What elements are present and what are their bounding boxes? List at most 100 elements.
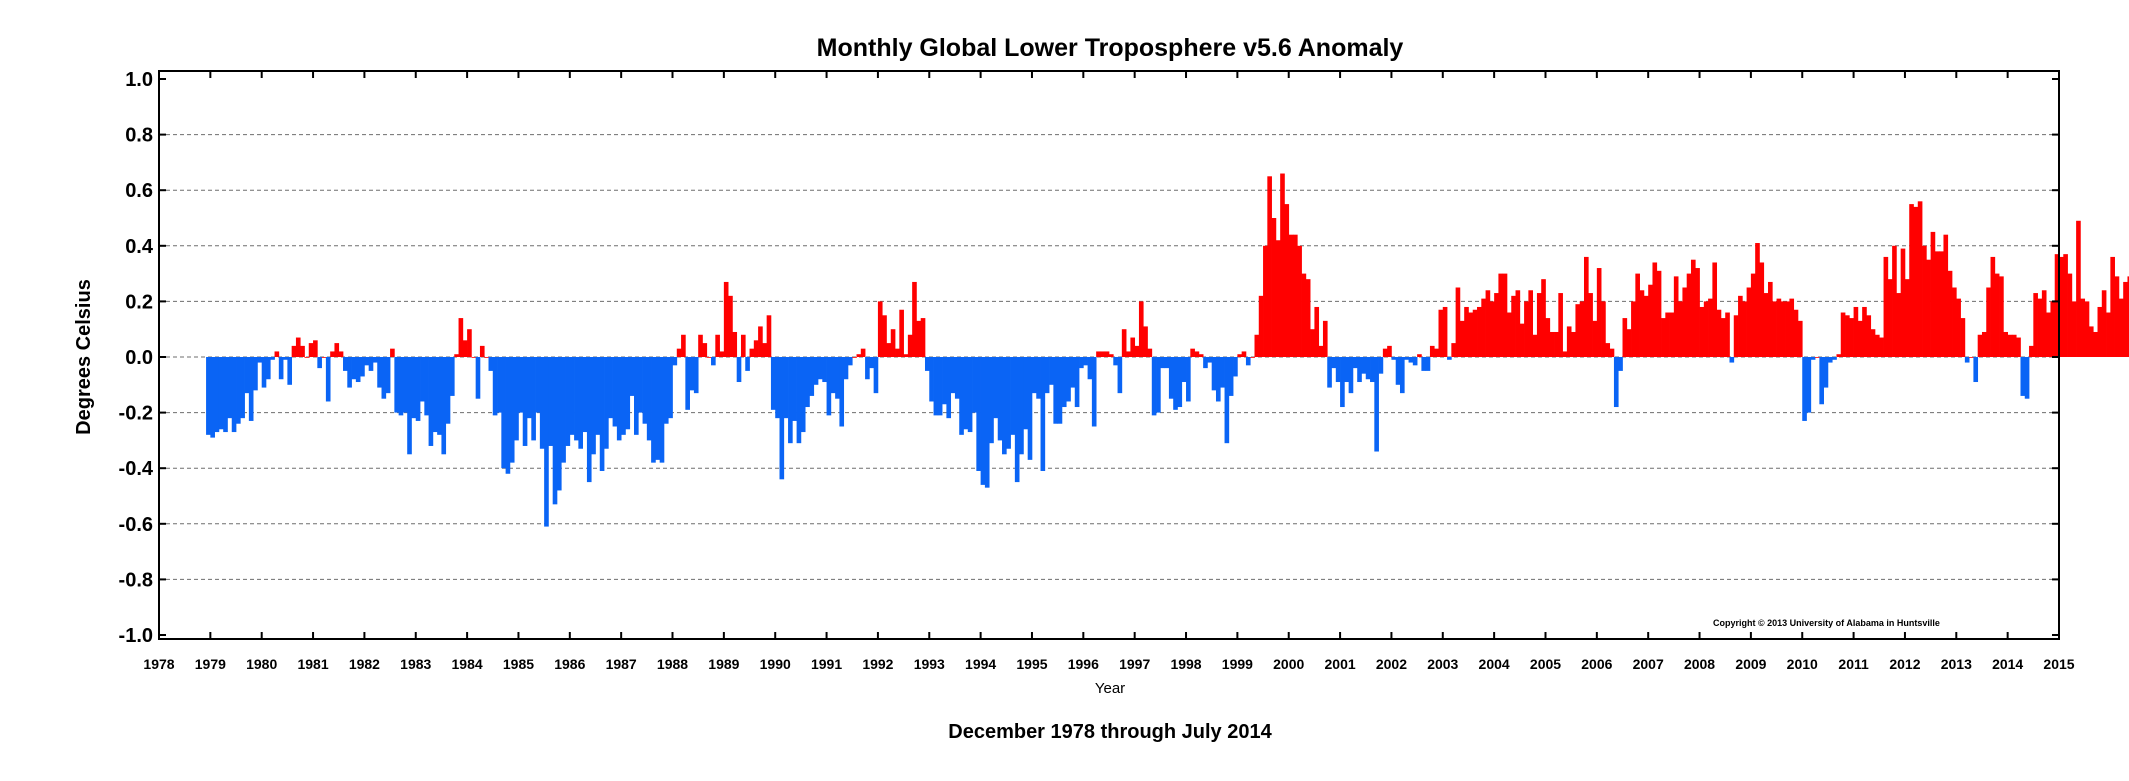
anomaly-bar [779,357,785,480]
anomaly-bar [1451,343,1456,357]
anomaly-bar [556,357,562,491]
anomaly-bar [2041,290,2047,357]
anomaly-bar [711,357,716,366]
anomaly-bar [351,357,357,380]
anomaly-bar [728,295,733,357]
anomaly-bar [287,357,293,385]
anomaly-bar [1532,334,1538,357]
anomaly-bar [1387,345,1392,357]
anomaly-bar [972,357,977,413]
x-tick-label: 1982 [349,656,380,672]
anomaly-bar [1404,357,1409,360]
anomaly-bar [1040,357,1046,471]
x-tick-label: 1986 [554,656,585,672]
anomaly-bar [274,351,280,357]
anomaly-bar [1143,326,1148,357]
anomaly-bar [488,357,494,371]
anomaly-bar [1160,357,1165,369]
anomaly-bar [2020,357,2026,396]
anomaly-bar [1776,298,1782,357]
anomaly-bar [792,357,797,421]
anomaly-bar [2016,337,2021,357]
anomaly-bar [646,357,652,441]
anomaly-bar [1720,318,1726,357]
anomaly-bar [839,357,845,427]
anomaly-bar [1874,334,1880,357]
anomaly-bar [1892,245,1897,357]
anomaly-bar [1631,301,1636,357]
x-tick-label: 1989 [708,656,739,672]
anomaly-bar [899,309,904,357]
anomaly-bar [1301,273,1307,357]
anomaly-bar [330,351,335,357]
anomaly-bar [1810,357,1816,360]
anomaly-bar [548,357,554,446]
anomaly-bar [732,331,738,357]
x-tick-label: 2000 [1273,656,1304,672]
anomaly-bar [1288,234,1294,357]
anomaly-bar [1335,357,1341,383]
anomaly-bar [989,357,994,444]
anomaly-bar [621,357,626,435]
anomaly-bar [1019,357,1024,455]
anomaly-bar [544,357,549,527]
anomaly-bar [1673,276,1679,357]
anomaly-bar [800,357,806,433]
anomaly-bar [1074,357,1080,408]
anomaly-bar [522,357,528,446]
anomaly-bar [1498,273,1504,357]
anomaly-bar [818,357,823,380]
anomaly-bar [933,357,939,416]
anomaly-bar [475,357,481,399]
anomaly-bar [1575,304,1581,357]
anomaly-bar [1819,357,1824,405]
anomaly-bar [2046,312,2051,357]
anomaly-bar [1297,245,1302,357]
anomaly-bar [882,315,887,357]
anomaly-bar [1134,345,1140,357]
anomaly-bar [946,357,952,419]
anomaly-bar [702,343,708,357]
anomaly-bar [1151,357,1157,416]
anomaly-bar [1066,357,1071,402]
anomaly-bar [313,340,318,357]
anomaly-bar [1293,234,1298,357]
anomaly-bar [1241,351,1247,357]
anomaly-bar [835,357,840,399]
anomaly-bar [1789,298,1795,357]
anomaly-bar [467,329,472,357]
anomaly-bar [449,357,455,396]
anomaly-bar [1738,295,1743,357]
anomaly-bar [1010,357,1016,435]
anomaly-bar [1643,295,1649,357]
anomaly-bar [805,357,810,408]
anomaly-bar [860,348,866,357]
anomaly-bar [1990,256,1996,357]
anomaly-bar [604,357,609,449]
anomaly-bar [509,357,515,463]
anomaly-bar [1571,331,1576,357]
anomaly-bar [1237,354,1243,357]
anomaly-bar [1934,251,1940,357]
anomaly-bar [1327,357,1332,388]
anomaly-bar [1755,243,1760,357]
anomaly-bar [1280,173,1285,357]
x-tick-label: 1994 [965,656,996,672]
plot-frame [158,70,2060,640]
anomaly-bar [689,357,695,391]
anomaly-bar [1802,357,1807,421]
anomaly-bar [1459,320,1465,357]
anomaly-bar [1554,331,1559,357]
x-tick-label: 2002 [1376,656,1407,672]
anomaly-bar [1759,262,1765,357]
anomaly-bar [1845,315,1850,357]
anomaly-bar [1887,279,1893,357]
x-tick-label: 2004 [1479,656,1510,672]
anomaly-bar [381,357,387,399]
anomaly-bar [1930,231,1936,357]
anomaly-bar [1250,357,1255,358]
anomaly-bar [1558,293,1563,357]
anomaly-bar [1361,357,1367,374]
anomaly-bar [2101,290,2107,357]
anomaly-bar [924,357,930,371]
